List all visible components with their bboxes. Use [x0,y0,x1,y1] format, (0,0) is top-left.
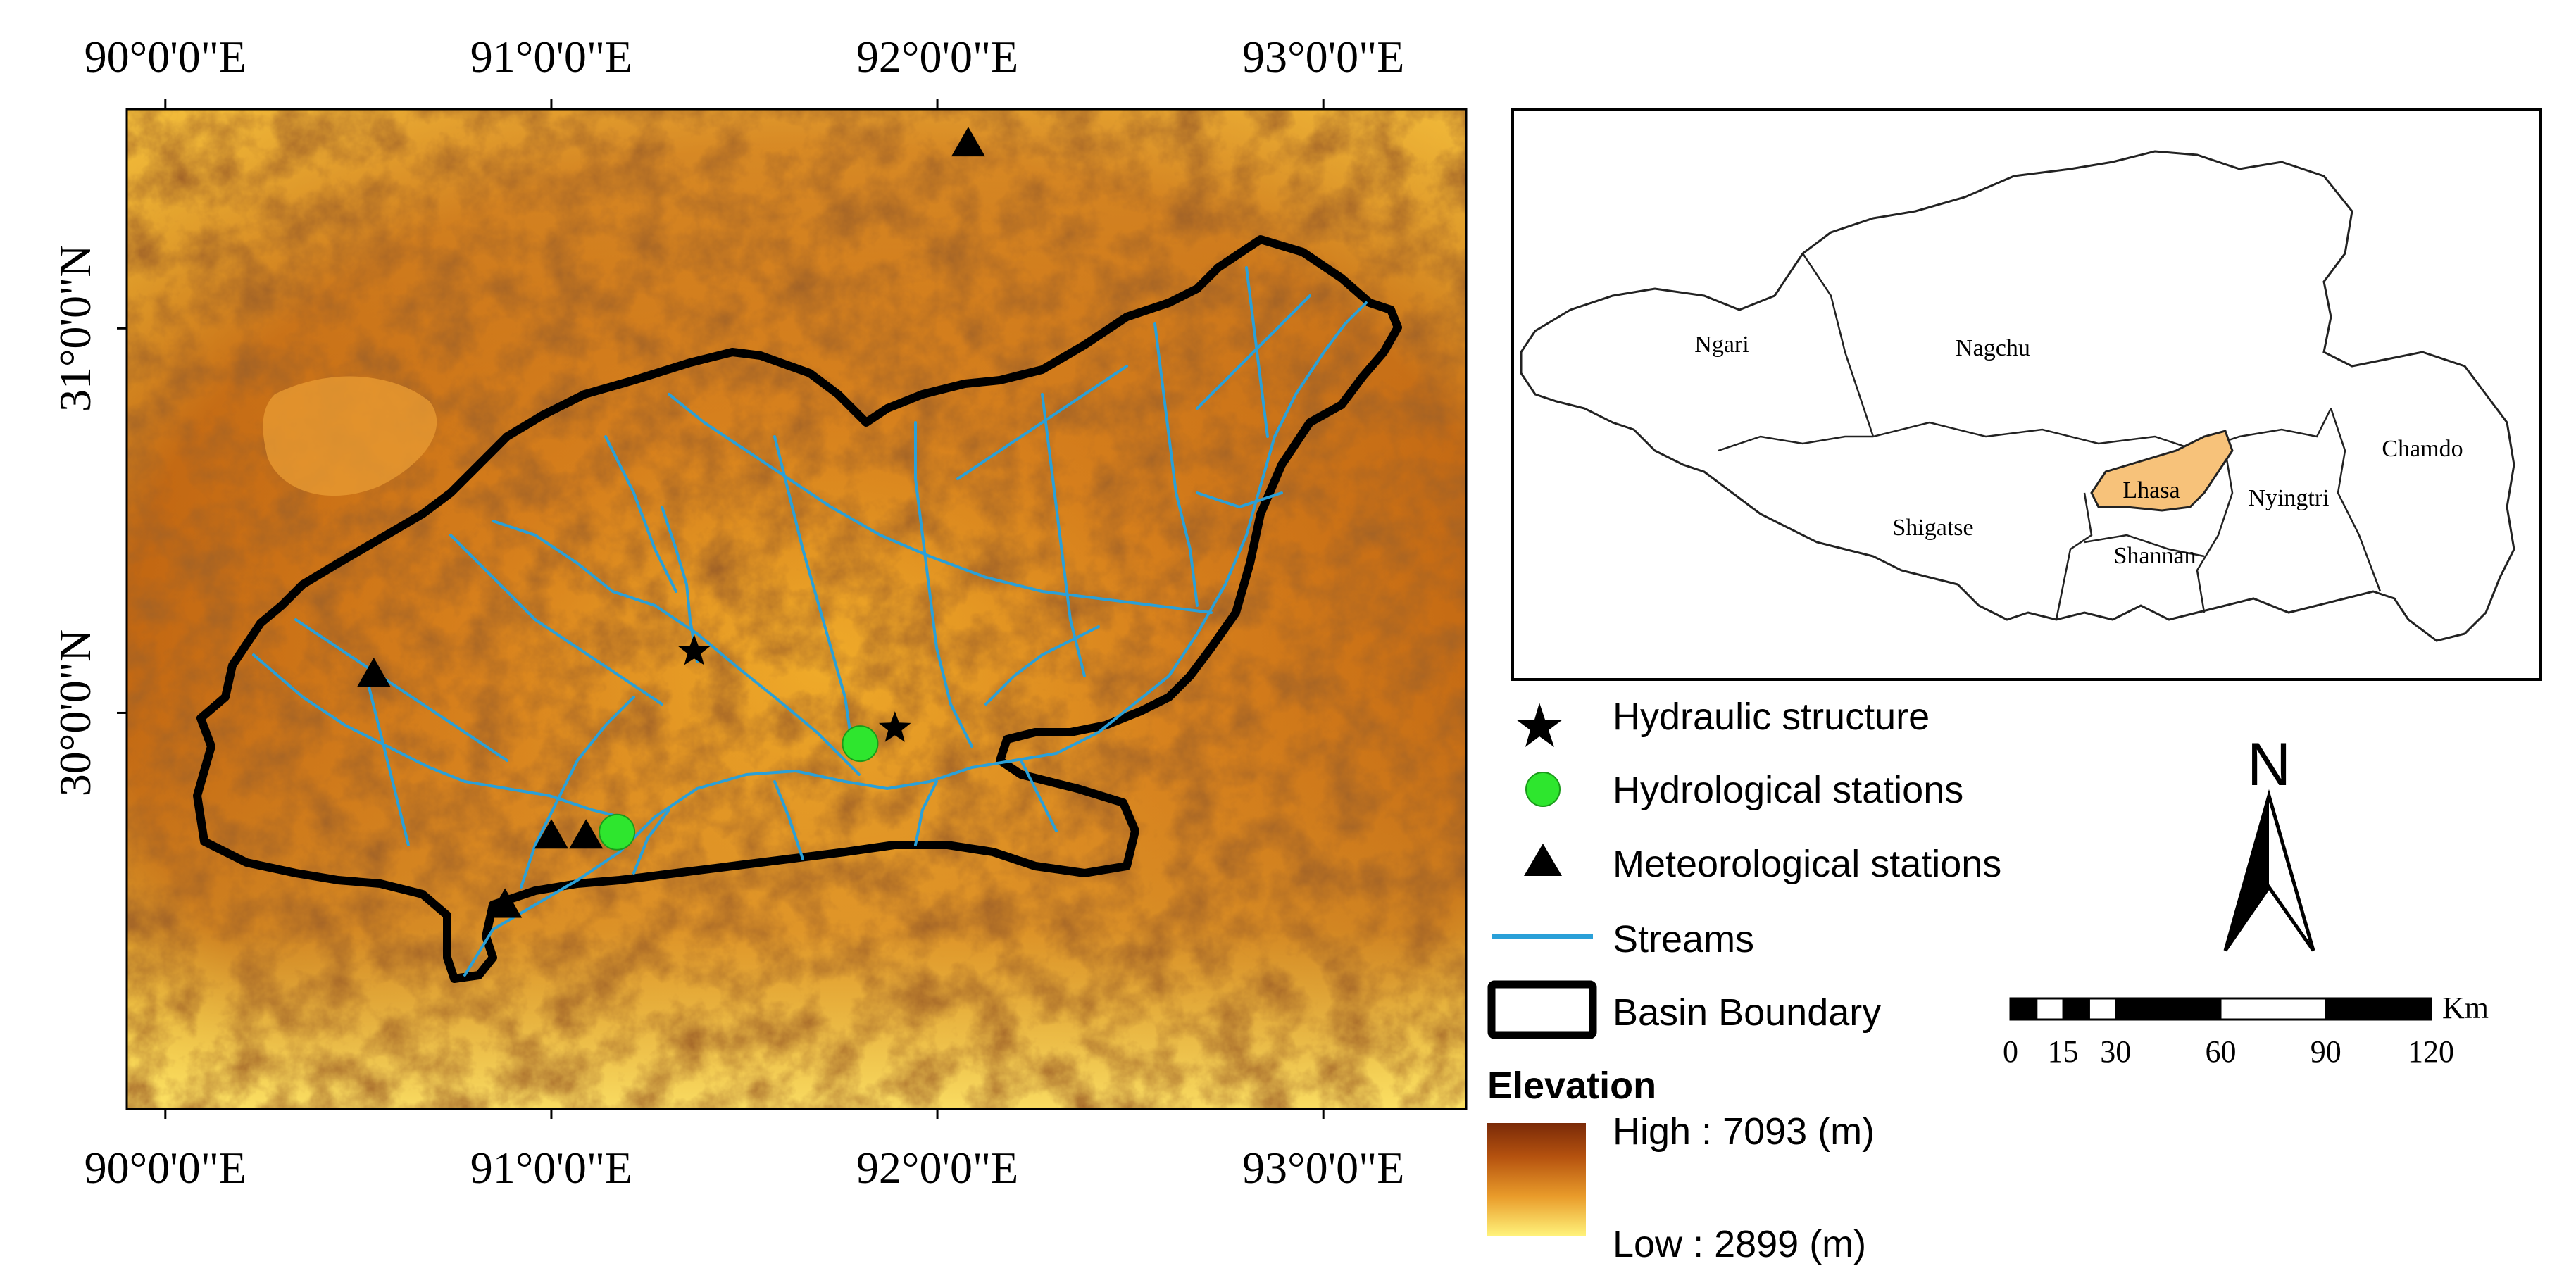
star-icon [1516,703,1563,747]
north-label: N [2247,731,2291,798]
legend-item-hydraulic-structure: Hydraulic structure [1516,696,1930,747]
scale-tick-label: 30 [2100,1034,2131,1069]
region-label-lhasa: Lhasa [2122,477,2180,503]
hydraulic-structures [677,634,911,742]
scale-tick-label: 15 [2048,1034,2079,1069]
inset-map: Ngari Nagchu Shigatse Lhasa Shannan Nyin… [1511,108,2542,681]
elevation-low-label: Low : 2899 (m) [1613,1223,1866,1265]
legend-item-basin-boundary: Basin Boundary [1487,980,1881,1039]
svg-text:Meteorological stations: Meteorological stations [1613,843,2001,885]
lon-label-bottom: 91°0'0"E [470,1143,632,1193]
scale-segment [2220,998,2327,1020]
scale-segment [2036,998,2064,1020]
legend: Hydraulic structure Hydrological station… [1487,696,2001,1265]
meteorological-station-marker [951,127,985,157]
scale-unit: Km [2442,991,2489,1025]
svg-text:Hydrological stations: Hydrological stations [1613,769,1963,811]
lon-label-top: 91°0'0"E [470,32,632,82]
region-border-nyingtri-chamdo [2330,408,2382,592]
north-arrow: N [2223,731,2315,952]
hydrological-station-marker [842,725,879,763]
terrain-texture [127,109,1466,1109]
basin-boundary [193,235,1402,983]
boundary-box-icon [1487,980,1597,1039]
region-label-shigatse: Shigatse [1892,515,1973,541]
scale-bar: 0 15 30 60 90 120 Km [2003,991,2489,1069]
lon-label-bottom: 93°0'0"E [1242,1143,1404,1193]
region-border-lhasa-nyingtri [2196,450,2234,613]
elevation-high-label: High : 7093 (m) [1613,1110,1875,1153]
region-border-ngari-shigatse [1718,435,1873,452]
scale-segment [2325,998,2432,1020]
streams [252,266,1368,977]
svg-text:Basin Boundary: Basin Boundary [1613,991,1881,1034]
scale-bar-segments [2010,998,2432,1020]
longitude-labels-top: 90°0'0"E 91°0'0"E 92°0'0"E 93°0'0"E [85,32,1404,109]
lat-label: 30°0'0"N [50,629,100,796]
svg-text:Hydraulic structure: Hydraulic structure [1613,696,1930,738]
meteorological-station-marker [534,819,568,849]
lon-label-top: 93°0'0"E [1242,32,1404,82]
lon-label-bottom: 92°0'0"E [856,1143,1018,1193]
main-map [127,109,1466,1109]
lon-label-top: 92°0'0"E [856,32,1018,82]
region-label-nyingtri: Nyingtri [2248,485,2329,511]
scale-bar-ticks: 0 15 30 60 90 120 [2003,1034,2454,1069]
region-label-nagchu: Nagchu [1956,335,2030,361]
meteorological-station-marker [488,888,523,918]
hydrological-station-marker [599,813,636,851]
longitude-labels-bottom: 90°0'0"E 91°0'0"E 92°0'0"E 93°0'0"E [85,1109,1404,1193]
elevation-title: Elevation [1487,1065,1656,1107]
scale-segment [2062,998,2090,1020]
legend-item-meteorological-stations: Meteorological stations [1524,843,2001,885]
scale-tick-label: 0 [2003,1034,2018,1069]
latitude-labels: 31°0'0"N 30°0'0"N [50,245,127,796]
region-border-ngari-nagchu [1801,253,1875,437]
meteorological-station-marker [569,819,604,849]
svg-text:Streams: Streams [1613,918,1754,960]
main-map-frame [125,108,1468,1110]
elevation-color-ramp [1487,1123,1586,1236]
region-border-shannan [2084,534,2205,558]
hydrological-stations [599,725,879,851]
region-label-chamdo: Chamdo [2382,436,2463,462]
legend-item-hydrological-stations: Hydrological stations [1525,769,1963,811]
scale-segment [2010,998,2038,1020]
scale-tick-label: 90 [2311,1034,2341,1069]
triangle-icon [1524,844,1562,876]
lon-label-top: 90°0'0"E [85,32,246,82]
legend-item-streams: Streams [1492,918,1754,960]
scale-segment [2088,998,2117,1020]
lat-label: 31°0'0"N [50,245,100,412]
lon-label-bottom: 90°0'0"E [85,1143,246,1193]
tibet-outline [1520,150,2515,642]
hydraulic-structure-star [677,634,711,665]
circle-icon [1525,772,1561,807]
scale-tick-label: 120 [2408,1034,2454,1069]
region-label-ngari: Ngari [1694,332,1749,358]
meteorological-stations [356,127,985,918]
lhasa-region [2090,430,2234,512]
lake [263,376,437,496]
region-border-shigatse-lhasa [2055,492,2093,620]
region-border-nagchu-south [1872,408,2332,452]
meteorological-station-marker [356,657,391,687]
region-label-shannan: Shannan [2113,543,2196,569]
scale-tick-label: 60 [2206,1034,2237,1069]
hydraulic-structure-star [878,711,911,742]
scale-segment [2115,998,2222,1020]
